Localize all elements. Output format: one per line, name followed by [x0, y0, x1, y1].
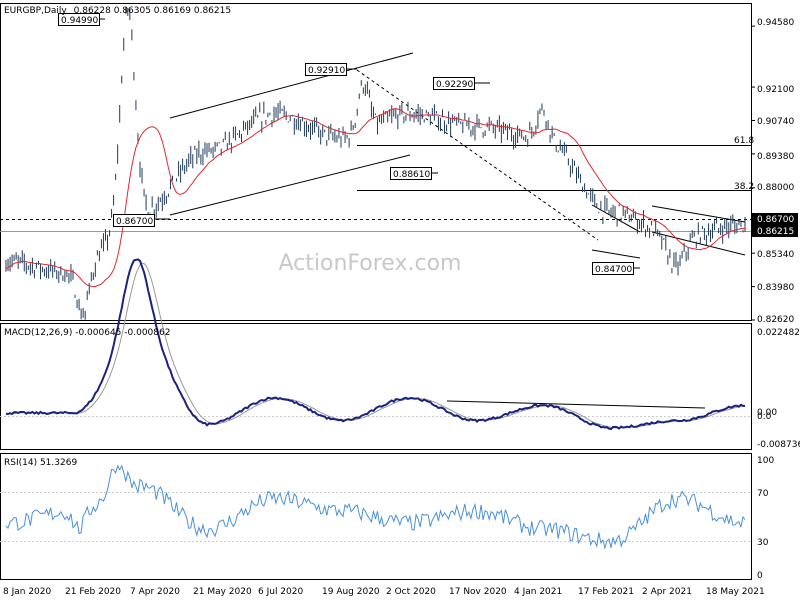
trend-lines [169, 52, 746, 259]
annotation-092290: 0.92290 [433, 77, 490, 90]
x-label-4: 6 Jul 2020 [258, 587, 303, 597]
rsi-panel-frame [0, 453, 752, 580]
price-grid-lines [751, 25, 755, 321]
macd-panel-frame [0, 323, 752, 450]
macd-ytick-zero-a: 0.00 [757, 408, 777, 418]
annotation-088610-text: 0.88610 [393, 170, 430, 180]
x-label-7: 17 Nov 2020 [449, 587, 507, 597]
price-ytick-5: 0.85340 [757, 250, 794, 260]
fib-61-label: 61.8 [734, 136, 754, 146]
channel2-lower-line [651, 231, 746, 256]
rsi-ytick-30: 30 [757, 538, 769, 548]
rsi-line [5, 464, 746, 550]
rsi-ytick-100: 100 [757, 456, 774, 466]
x-axis: 8 Jan 2020 21 Feb 2020 7 Apr 2020 21 May… [3, 587, 765, 597]
macd-ytick-bottom: -0.008736 [757, 440, 800, 450]
macd-signal-line [5, 262, 746, 429]
price-ytick-3: 0.89380 [757, 152, 794, 162]
level-0867-text: 0.86700 [757, 215, 794, 225]
x-label-6: 2 Oct 2020 [386, 587, 436, 597]
rsi-ytick-0: 0 [757, 571, 763, 581]
price-ytick-1: 0.92100 [757, 85, 794, 95]
watermark: ActionForex.com [279, 251, 462, 276]
x-label-1: 21 Feb 2020 [65, 587, 121, 597]
macd-panel-title: MACD(12,26,9) -0.000645 -0.000862 [4, 328, 170, 338]
price-ytick-6: 0.83980 [757, 283, 794, 293]
price-y-axis: 0.94580 0.92100 0.90740 0.89380 0.88000 … [752, 18, 798, 325]
price-ytick-7: 0.82620 [757, 315, 794, 325]
annotation-084700-text: 0.84700 [595, 265, 632, 275]
x-label-8: 4 Jan 2021 [514, 587, 562, 597]
x-label-0: 8 Jan 2020 [3, 587, 51, 597]
annotation-094990-text: 0.94990 [61, 16, 98, 26]
level-0867-box [752, 213, 798, 225]
annotation-084700: 0.84700 [592, 262, 640, 275]
fib-38-label: 38.2 [734, 182, 754, 192]
annotation-086700-text: 0.86700 [116, 217, 153, 227]
price-ytick-4: 0.88000 [757, 183, 794, 193]
x-label-5: 19 Aug 2020 [322, 587, 380, 597]
rsi-ytick-70: 70 [757, 489, 769, 499]
price-ytick-0: 0.94580 [757, 18, 794, 28]
macd-line [5, 258, 745, 431]
x-label-10: 2 Apr 2021 [642, 587, 692, 597]
annotation-094990: 0.94990 [58, 13, 105, 26]
rsi-panel-title: RSI(14) 51.3269 [4, 458, 77, 468]
annotation-092910-text: 0.92910 [308, 66, 345, 76]
price-panel-ohlc: 0.86228 0.86305 0.86169 0.86215 [74, 6, 231, 16]
x-label-2: 7 Apr 2020 [130, 587, 180, 597]
channel2-upper-line [651, 205, 746, 223]
x-label-9: 17 Feb 2021 [578, 587, 634, 597]
price-panel-symbol: EURGBP,Daily [4, 6, 67, 16]
macd-ytick-zero-b: 0.0 [757, 412, 772, 422]
fibonacci-lines: 61.8 38.2 [357, 136, 754, 192]
x-label-3: 21 May 2020 [193, 587, 252, 597]
falling-wedge-top [591, 204, 641, 233]
moving-average-line [5, 107, 746, 288]
macd-trend-line [446, 400, 706, 409]
downtrend-dashed-line [356, 69, 599, 241]
dotted-levels [0, 219, 751, 232]
macd-ytick-top: 0.022482 [757, 328, 800, 338]
annotation-086700: 0.86700 [113, 214, 170, 227]
price-ytick-2: 0.90740 [757, 117, 794, 127]
channel-upper-line [169, 52, 414, 119]
falling-wedge-bottom [591, 249, 641, 259]
level-current-box [752, 225, 798, 237]
annotation-092910: 0.92910 [305, 63, 357, 76]
level-current-text: 0.86215 [757, 227, 794, 237]
price-panel-title: EURGBP,Daily 0.86228 0.86305 0.86169 0.8… [4, 6, 231, 16]
price-panel-frame [0, 3, 752, 321]
x-label-11: 18 May 2021 [706, 587, 765, 597]
channel-lower-line [169, 154, 411, 216]
annotation-088610: 0.88610 [390, 167, 438, 180]
annotation-092290-text: 0.92290 [436, 80, 473, 90]
